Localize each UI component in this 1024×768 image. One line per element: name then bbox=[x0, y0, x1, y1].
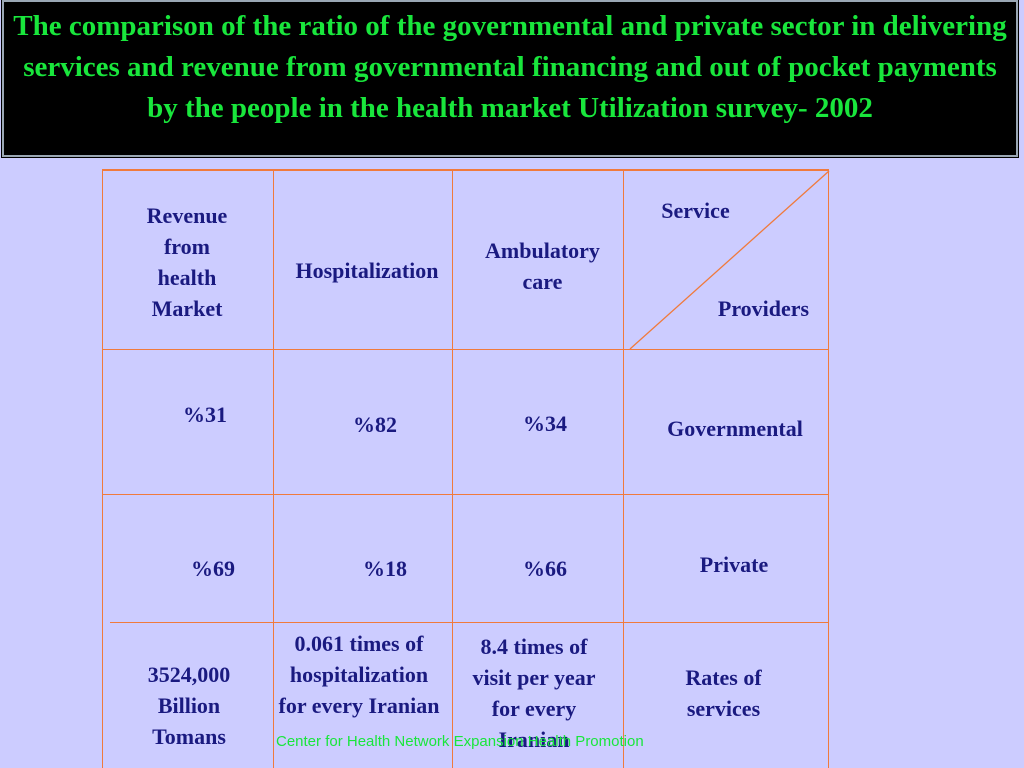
rates-ambulatory: 8.4 times of visit per year for every Ir… bbox=[472, 634, 596, 752]
title-banner: The comparison of the ratio of the gover… bbox=[1, 0, 1019, 158]
governmental-ambulatory: %34 bbox=[523, 411, 567, 436]
header-revenue: Revenue from health Market bbox=[146, 203, 228, 321]
private-revenue: %69 bbox=[191, 556, 235, 581]
table-row-divider-2 bbox=[102, 494, 829, 495]
header-hospitalization: Hospitalization bbox=[295, 258, 439, 283]
table-border-top bbox=[102, 169, 829, 171]
table-row-divider-1 bbox=[102, 349, 829, 350]
page-title: The comparison of the ratio of the gover… bbox=[13, 10, 1007, 124]
header-providers: Providers bbox=[717, 296, 810, 321]
private-ambulatory: %66 bbox=[523, 556, 567, 581]
header-ambulatory-care: Ambulatory care bbox=[485, 238, 600, 294]
footer-text: Center for Health Network Expansion Heal… bbox=[276, 733, 644, 750]
rates-revenue: 3524,000 Billion Tomans bbox=[147, 662, 231, 749]
table-col-divider-3 bbox=[623, 169, 624, 768]
governmental-revenue: %31 bbox=[183, 402, 227, 427]
private-label: Private bbox=[699, 552, 769, 577]
governmental-label: Governmental bbox=[667, 416, 803, 441]
rates-label: Rates of services bbox=[685, 665, 762, 721]
header-service: Service bbox=[661, 198, 730, 223]
table-row-divider-3 bbox=[110, 622, 829, 623]
rates-hospitalization: 0.061 times of hospitalization for every… bbox=[278, 631, 440, 718]
table-col-divider-2 bbox=[452, 169, 453, 768]
governmental-hospitalization: %82 bbox=[353, 412, 397, 437]
table-col-divider-1 bbox=[273, 169, 274, 768]
table-border-right bbox=[828, 169, 829, 768]
table-border-left bbox=[102, 169, 103, 768]
private-hospitalization: %18 bbox=[363, 556, 407, 581]
